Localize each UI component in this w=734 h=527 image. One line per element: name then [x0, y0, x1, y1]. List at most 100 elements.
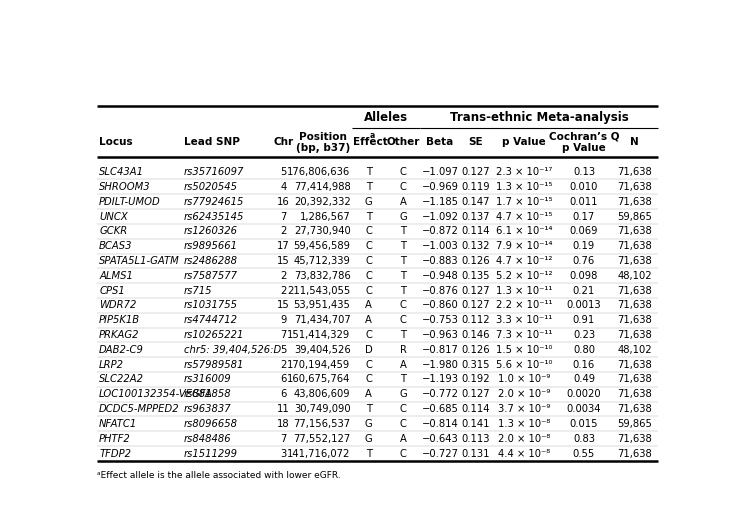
Text: −1.092: −1.092 [421, 211, 459, 221]
Text: −0.876: −0.876 [421, 286, 459, 296]
Text: 39,404,526: 39,404,526 [294, 345, 351, 355]
Text: SLC43A1: SLC43A1 [99, 167, 144, 177]
Text: 0.0013: 0.0013 [567, 300, 601, 310]
Text: T: T [400, 286, 406, 296]
Text: rs9895661: rs9895661 [184, 241, 238, 251]
Text: 5.6 × 10⁻¹⁰: 5.6 × 10⁻¹⁰ [496, 359, 553, 369]
Text: 0.141: 0.141 [462, 419, 490, 429]
Text: R: R [399, 345, 407, 355]
Text: 71,638: 71,638 [617, 315, 652, 325]
Text: 1,286,567: 1,286,567 [299, 211, 351, 221]
Text: −1.193: −1.193 [421, 375, 459, 385]
Text: −0.643: −0.643 [421, 434, 459, 444]
Text: −0.883: −0.883 [422, 256, 458, 266]
Text: rs1031755: rs1031755 [184, 300, 238, 310]
Text: C: C [366, 226, 372, 236]
Text: 211,543,055: 211,543,055 [287, 286, 351, 296]
Text: 0.135: 0.135 [462, 271, 490, 281]
Text: 71,638: 71,638 [617, 286, 652, 296]
Text: 0.315: 0.315 [462, 359, 490, 369]
Text: 16: 16 [277, 197, 290, 207]
Text: 71,638: 71,638 [617, 241, 652, 251]
Text: 0.010: 0.010 [570, 182, 598, 192]
Text: Effect: Effect [353, 138, 388, 148]
Text: 2.0 × 10⁻⁹: 2.0 × 10⁻⁹ [498, 389, 550, 399]
Text: 160,675,764: 160,675,764 [287, 375, 351, 385]
Text: 4.7 × 10⁻¹⁵: 4.7 × 10⁻¹⁵ [496, 211, 553, 221]
Text: T: T [366, 182, 371, 192]
Text: 0.17: 0.17 [573, 211, 595, 221]
Text: 71,638: 71,638 [617, 359, 652, 369]
Text: −1.980: −1.980 [421, 359, 459, 369]
Text: 3: 3 [280, 448, 286, 458]
Text: 0.13: 0.13 [573, 167, 595, 177]
Text: −0.772: −0.772 [421, 389, 459, 399]
Text: G: G [365, 434, 373, 444]
Text: 0.137: 0.137 [462, 211, 490, 221]
Text: 7.9 × 10⁻¹⁴: 7.9 × 10⁻¹⁴ [496, 241, 553, 251]
Text: 20,392,332: 20,392,332 [294, 197, 351, 207]
Text: 0.0020: 0.0020 [567, 389, 601, 399]
Text: 15: 15 [277, 256, 290, 266]
Text: 4: 4 [280, 182, 286, 192]
Text: NFATC1: NFATC1 [99, 419, 137, 429]
Text: rs1511299: rs1511299 [184, 448, 238, 458]
Text: PIP5K1B: PIP5K1B [99, 315, 140, 325]
Text: 59,865: 59,865 [617, 419, 652, 429]
Text: 71,638: 71,638 [617, 330, 652, 340]
Text: −0.969: −0.969 [421, 182, 459, 192]
Text: 71,638: 71,638 [617, 256, 652, 266]
Text: 77,156,537: 77,156,537 [294, 419, 351, 429]
Text: 0.146: 0.146 [462, 330, 490, 340]
Text: A: A [399, 359, 407, 369]
Text: 48,102: 48,102 [617, 345, 652, 355]
Text: GCKR: GCKR [99, 226, 128, 236]
Text: rs1260326: rs1260326 [184, 226, 238, 236]
Text: 43,806,609: 43,806,609 [294, 389, 351, 399]
Text: D: D [365, 345, 373, 355]
Text: −0.872: −0.872 [421, 226, 459, 236]
Text: LOC100132354-VEGFA: LOC100132354-VEGFA [99, 389, 213, 399]
Text: 71,638: 71,638 [617, 182, 652, 192]
Text: G: G [365, 197, 373, 207]
Text: SPATA5L1-GATM: SPATA5L1-GATM [99, 256, 180, 266]
Text: A: A [366, 389, 372, 399]
Text: T: T [400, 271, 406, 281]
Text: C: C [399, 404, 407, 414]
Text: 30,749,090: 30,749,090 [294, 404, 351, 414]
Text: rs4744712: rs4744712 [184, 315, 238, 325]
Text: 176,806,636: 176,806,636 [287, 167, 351, 177]
Text: 0.49: 0.49 [573, 375, 595, 385]
Text: p Value: p Value [502, 138, 546, 148]
Text: TFDP2: TFDP2 [99, 448, 131, 458]
Text: Cochran’s Q
p Value: Cochran’s Q p Value [549, 132, 619, 153]
Text: T: T [366, 448, 371, 458]
Text: 0.127: 0.127 [462, 286, 490, 296]
Text: 2.2 × 10⁻¹¹: 2.2 × 10⁻¹¹ [496, 300, 553, 310]
Text: BCAS3: BCAS3 [99, 241, 133, 251]
Text: 2.0 × 10⁻⁸: 2.0 × 10⁻⁸ [498, 434, 550, 444]
Text: 0.098: 0.098 [570, 271, 598, 281]
Text: −0.963: −0.963 [421, 330, 459, 340]
Text: G: G [399, 211, 407, 221]
Text: A: A [366, 315, 372, 325]
Text: 0.126: 0.126 [462, 345, 490, 355]
Text: Other: Other [386, 138, 420, 148]
Text: C: C [366, 241, 372, 251]
Text: C: C [366, 256, 372, 266]
Text: 9: 9 [280, 315, 286, 325]
Text: 71,638: 71,638 [617, 404, 652, 414]
Text: A: A [399, 197, 407, 207]
Text: 7: 7 [280, 434, 286, 444]
Text: 73,832,786: 73,832,786 [294, 271, 351, 281]
Text: −0.727: −0.727 [421, 448, 459, 458]
Text: UNCX: UNCX [99, 211, 128, 221]
Text: LRP2: LRP2 [99, 359, 124, 369]
Text: chr5: 39,404,526:D: chr5: 39,404,526:D [184, 345, 281, 355]
Text: 7: 7 [280, 330, 286, 340]
Text: 48,102: 48,102 [617, 271, 652, 281]
Text: rs963837: rs963837 [184, 404, 231, 414]
Text: a: a [370, 131, 375, 140]
Text: 0.114: 0.114 [462, 404, 490, 414]
Text: 0.126: 0.126 [462, 256, 490, 266]
